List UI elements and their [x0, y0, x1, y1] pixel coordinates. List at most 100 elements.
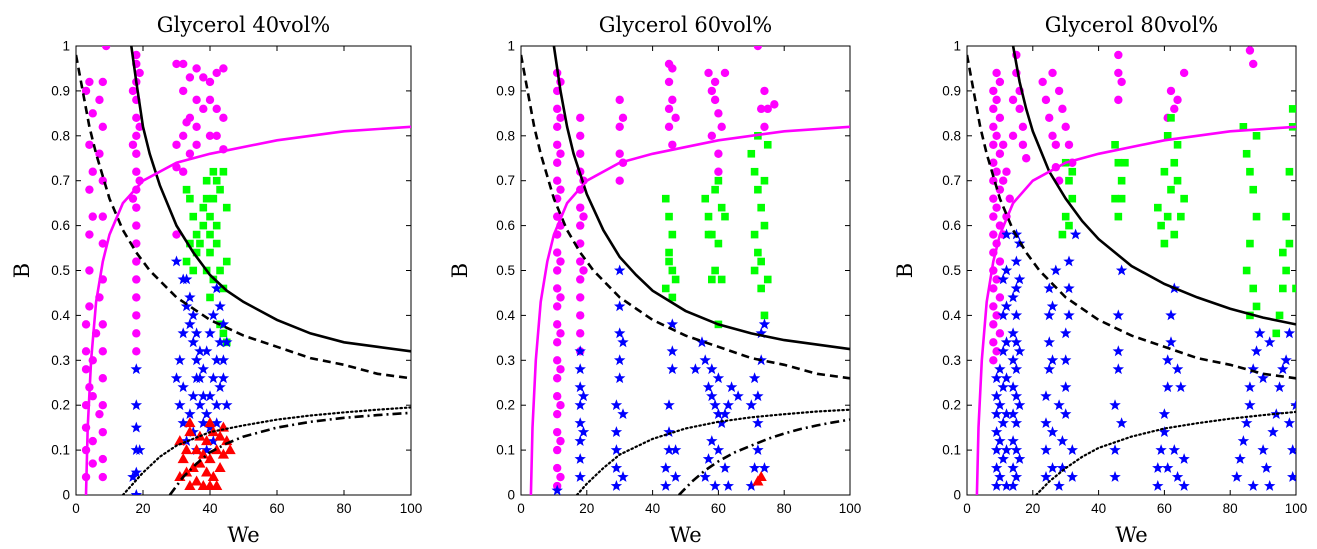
data-point-star	[574, 381, 586, 393]
data-point-star	[214, 300, 226, 312]
data-point-star	[1063, 309, 1075, 321]
data-point-star	[990, 426, 1003, 437]
data-point-star	[990, 390, 1003, 402]
data-point-star	[758, 318, 771, 330]
data-point-circle	[576, 311, 585, 320]
data-point-circle	[205, 95, 215, 105]
data-point-circle	[552, 176, 562, 185]
data-point-star	[1010, 390, 1023, 402]
data-point-square	[206, 293, 214, 302]
data-point-triangle	[201, 435, 213, 446]
x-tick-label: 80	[336, 501, 351, 516]
data-point-circle	[1015, 104, 1024, 114]
data-point-triangle	[217, 448, 229, 459]
data-point-triangle	[214, 430, 226, 441]
data-point-star	[732, 390, 744, 402]
data-point-circle	[992, 203, 1001, 212]
y-tick-label: 0.9	[942, 83, 961, 98]
data-point-star	[180, 273, 193, 285]
data-point-star	[1053, 399, 1065, 411]
data-point-star	[1053, 480, 1065, 491]
data-point-square	[1117, 176, 1126, 185]
y-tick-label: 0.8	[496, 128, 515, 143]
data-point-star	[994, 363, 1006, 375]
data-point-triangle	[224, 444, 236, 455]
data-point-star	[1237, 435, 1250, 446]
data-point-star	[1162, 462, 1174, 473]
data-point-star	[666, 345, 678, 357]
data-point-star	[194, 345, 206, 357]
data-point-circle	[212, 104, 221, 114]
data-point-circle	[576, 257, 585, 266]
data-point-square	[665, 248, 673, 257]
data-point-circle	[185, 149, 195, 158]
data-point-square	[1160, 239, 1169, 248]
data-point-star	[214, 381, 226, 393]
data-point-star	[200, 444, 213, 455]
data-point-star	[1264, 480, 1276, 491]
data-point-circle	[576, 203, 585, 212]
data-point-circle	[98, 427, 108, 437]
data-point-star	[133, 444, 146, 455]
data-point-circle	[85, 140, 94, 149]
curve-dashed	[76, 54, 411, 380]
data-point-star	[663, 444, 675, 455]
data-point-star	[217, 354, 230, 366]
data-point-star	[1247, 363, 1259, 375]
data-point-star	[1287, 471, 1296, 482]
data-point-circle	[85, 230, 94, 239]
data-point-star	[1046, 426, 1059, 437]
data-point-star	[1267, 426, 1279, 437]
data-point-circle	[132, 257, 141, 266]
x-tick-label: 80	[777, 501, 792, 516]
data-point-star	[187, 426, 199, 437]
data-point-triangle	[191, 475, 203, 486]
data-point-square	[747, 149, 756, 158]
data-point-circle	[128, 194, 138, 203]
data-point-square	[182, 185, 191, 194]
y-tick-label: 0.7	[496, 173, 515, 188]
data-point-circle	[135, 68, 144, 78]
data-point-square	[1167, 185, 1175, 194]
data-point-star	[997, 453, 1009, 464]
y-tick-label: 0.3	[51, 353, 70, 368]
data-point-circle	[98, 401, 108, 410]
data-point-star	[1115, 417, 1128, 428]
data-point-circle	[664, 104, 674, 114]
data-point-circle	[219, 64, 228, 73]
data-point-triangle	[184, 426, 196, 437]
y-tick-label: 0.6	[496, 218, 515, 233]
data-point-circle	[576, 113, 585, 123]
y-axis-label: B	[448, 263, 472, 278]
curve-dashed	[521, 54, 850, 380]
data-point-star	[997, 309, 1009, 321]
data-point-square	[750, 167, 759, 176]
x-tick-label: 20	[579, 501, 594, 516]
data-point-circle	[579, 266, 588, 275]
plot-content	[967, 46, 1296, 495]
y-tick-label: 1	[953, 39, 961, 54]
data-point-circle	[556, 436, 565, 446]
data-point-square	[202, 176, 211, 185]
data-point-star	[1250, 345, 1263, 357]
data-point-circle	[995, 113, 1005, 123]
data-point-square	[1285, 239, 1294, 248]
data-point-star	[574, 345, 586, 357]
data-point-star	[1000, 372, 1013, 384]
data-point-star	[1010, 363, 1023, 375]
data-point-triangle	[194, 457, 206, 468]
y-tick-label: 0.1	[51, 443, 70, 458]
data-point-star	[1152, 480, 1164, 491]
data-point-square	[671, 275, 680, 284]
data-point-star	[184, 408, 196, 419]
data-point-star	[1257, 372, 1269, 384]
data-point-star	[617, 408, 629, 419]
x-tick-label: 60	[1157, 501, 1172, 516]
data-point-star	[207, 435, 220, 446]
data-point-circle	[128, 86, 138, 96]
plot-content	[521, 46, 850, 495]
data-point-circle	[615, 95, 624, 105]
data-point-circle	[664, 122, 674, 132]
data-point-circle	[995, 257, 1005, 266]
plot-panel-glycerol-60: Glycerol 60vol% We B 0 20 40 60 80 100 0 0.1 0.2…	[448, 13, 861, 547]
